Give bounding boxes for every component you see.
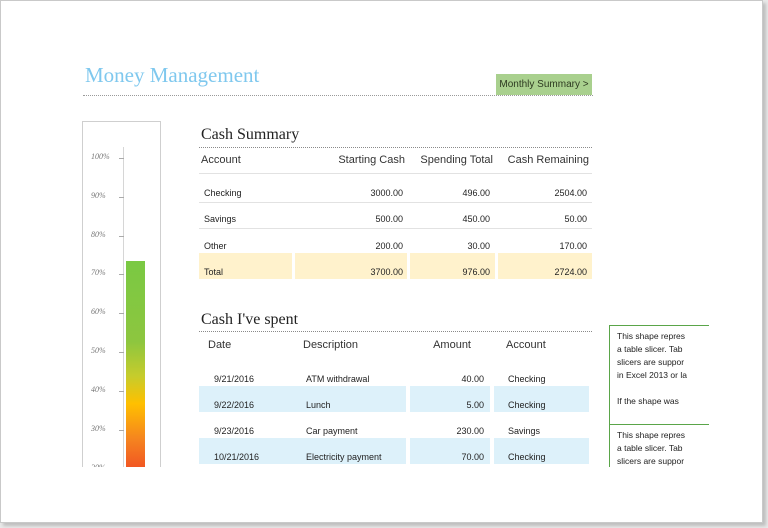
summary-cell: 450.00 [462, 214, 490, 224]
spent-cell: 9/23/2016 [214, 426, 255, 436]
spent-cell: Car payment [306, 426, 358, 436]
spent-cell: 230.00 [456, 426, 484, 436]
summary-cell: Checking [204, 188, 242, 198]
gauge-tick-label: 40% [91, 385, 106, 394]
summary-cell: 200.00 [375, 241, 403, 251]
note-line: This shape repres [617, 331, 686, 341]
spent-cell: 70.00 [461, 452, 484, 462]
cash-summary-title: Cash Summary [201, 126, 300, 143]
gauge-tick-mark [119, 430, 124, 431]
header-rule [199, 173, 592, 174]
cash-spent-divider [199, 331, 592, 332]
gauge-tick-mark [119, 158, 124, 159]
col-header-starting-cash: Starting Cash [338, 154, 405, 166]
gauge-tick-label: 50% [91, 346, 106, 355]
total-cell: 976.00 [462, 267, 490, 277]
spent-cell: Checking [508, 374, 546, 384]
note-line: This shape repres [617, 430, 686, 440]
note-line: in Excel 2013 or la [617, 370, 687, 380]
total-row-gap [495, 253, 498, 279]
note-line [617, 382, 709, 395]
row-divider [199, 228, 592, 229]
alt-row-band [494, 438, 589, 464]
gauge-tick-mark [119, 391, 124, 392]
alt-row-band [410, 438, 490, 464]
summary-cell: 500.00 [375, 214, 403, 224]
col-header-cash-remaining: Cash Remaining [507, 154, 589, 166]
slicer-placeholder-note[interactable]: This shape repres a table slicer. Tab sl… [609, 325, 709, 425]
note-line: a table slicer. Tab [617, 443, 683, 453]
col-header-account: Account [201, 154, 241, 166]
total-row [199, 253, 592, 279]
total-row-gap [407, 253, 410, 279]
cash-summary-divider [199, 147, 592, 148]
spent-cell: Lunch [306, 400, 331, 410]
col-header-date: Date [208, 339, 232, 351]
summary-cell: 2504.00 [554, 188, 587, 198]
summary-cell: 30.00 [467, 241, 490, 251]
spent-cell: Savings [508, 426, 541, 436]
alt-row-band [199, 438, 406, 464]
gauge-tick-label: 60% [91, 307, 106, 316]
summary-cell: 50.00 [564, 214, 587, 224]
spent-cell: Checking [508, 452, 546, 462]
spent-cell: ATM withdrawal [306, 374, 370, 384]
col-header-amount: Amount [433, 339, 471, 351]
gauge-tick-mark [119, 352, 124, 353]
alt-row-band [199, 386, 406, 412]
spent-cell: Electricity payment [306, 452, 382, 462]
monthly-summary-button[interactable]: Monthly Summary > [496, 74, 592, 95]
row-divider [199, 202, 592, 203]
spent-cell: Checking [508, 400, 546, 410]
col-header-account: Account [506, 339, 546, 351]
total-cell: 2724.00 [554, 267, 587, 277]
col-header-description: Description [303, 339, 359, 351]
gauge-tick-mark [119, 236, 124, 237]
gauge-tick-label: 30% [91, 424, 106, 433]
note-line: If the shape was [617, 396, 679, 406]
gauge-tick-mark [119, 274, 124, 275]
summary-cell: Savings [204, 214, 237, 224]
alt-row-band [410, 386, 490, 412]
col-header-spending-total: Spending Total [420, 154, 493, 166]
spent-cell: 40.00 [461, 374, 484, 384]
total-cell: Total [204, 267, 224, 277]
spent-cell: 10/21/2016 [214, 452, 260, 462]
alt-row-band [494, 386, 589, 412]
spent-cell: 5.00 [466, 400, 484, 410]
total-row-gap [292, 253, 295, 279]
note-line: slicers are suppor [617, 357, 685, 367]
summary-cell: 3000.00 [370, 188, 403, 198]
page-bottom-area [1, 467, 762, 522]
summary-cell: Other [204, 241, 227, 251]
gauge-axis [123, 147, 124, 487]
note-line: a table slicer. Tab [617, 344, 683, 354]
spent-cell: 9/21/2016 [214, 374, 255, 384]
gauge-tick-label: 80% [91, 230, 106, 239]
gauge-fill-bar [126, 261, 145, 491]
note-line: slicers are suppor [617, 456, 685, 466]
gauge-tick-mark [119, 197, 124, 198]
gauge-tick-label: 100% [91, 152, 110, 161]
cash-spent-title: Cash I've spent [201, 311, 299, 328]
title-divider [83, 95, 593, 96]
spent-cell: 9/22/2016 [214, 400, 255, 410]
page-title: Money Management [85, 63, 260, 87]
summary-cell: 170.00 [559, 241, 587, 251]
gauge-tick-label: 90% [91, 191, 106, 200]
total-cell: 3700.00 [370, 267, 403, 277]
budget-gauge: 100% 90% 80% 70% 60% 50% 40% 30% 20% [82, 121, 161, 491]
summary-cell: 496.00 [462, 188, 490, 198]
gauge-tick-label: 70% [91, 268, 106, 277]
gauge-tick-mark [119, 313, 124, 314]
